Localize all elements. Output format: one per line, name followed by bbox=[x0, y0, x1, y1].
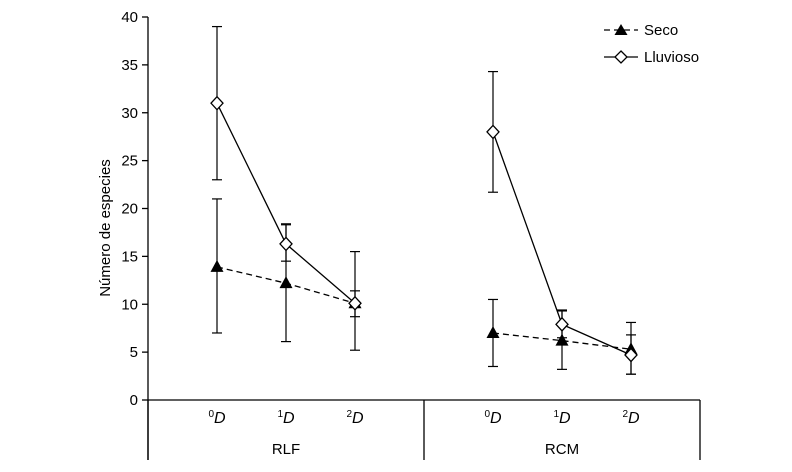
series-line-seco bbox=[492, 332, 632, 350]
x-axis-groups: RLF RCM bbox=[272, 441, 579, 458]
data-point-seco bbox=[210, 259, 224, 272]
x-category-label: 0D bbox=[484, 409, 502, 427]
y-axis-ticks: 0 5 10 15 20 25 30 35 40 bbox=[121, 9, 148, 409]
data-point-seco bbox=[486, 325, 500, 338]
series-layer bbox=[210, 25, 638, 375]
y-tick-label: 10 bbox=[121, 296, 138, 313]
data-point-lluvioso bbox=[486, 124, 500, 140]
data-point-lluvioso bbox=[555, 316, 569, 332]
x-category-label: 2D bbox=[622, 409, 640, 427]
legend-seco-marker-icon bbox=[614, 24, 628, 35]
legend-item-lluvioso: Lluvioso bbox=[604, 49, 699, 66]
x-category-label: 1D bbox=[553, 409, 571, 427]
legend: Seco Lluvioso bbox=[604, 22, 699, 66]
y-tick-label: 0 bbox=[130, 392, 138, 409]
data-point-lluvioso bbox=[624, 347, 638, 363]
x-category-label: 1D bbox=[277, 409, 295, 427]
x-group-label: RLF bbox=[272, 441, 300, 458]
data-point-lluvioso bbox=[210, 95, 224, 111]
y-tick-label: 40 bbox=[121, 9, 138, 26]
legend-seco-label: Seco bbox=[644, 22, 678, 39]
y-tick-label: 30 bbox=[121, 105, 138, 122]
x-group-label: RCM bbox=[545, 441, 579, 458]
y-tick-label: 25 bbox=[121, 153, 138, 170]
x-category-label: 0D bbox=[208, 409, 226, 427]
axes bbox=[147, 17, 701, 460]
data-point-seco bbox=[555, 333, 569, 346]
y-axis-label: Número de especies bbox=[97, 159, 114, 297]
legend-lluvioso-label: Lluvioso bbox=[644, 49, 699, 66]
y-tick-label: 15 bbox=[121, 248, 138, 265]
data-point-lluvioso bbox=[279, 236, 293, 252]
data-point-lluvioso bbox=[348, 295, 362, 311]
y-tick-label: 20 bbox=[121, 201, 138, 218]
y-tick-label: 35 bbox=[121, 57, 138, 74]
legend-item-seco: Seco bbox=[604, 22, 678, 39]
legend-lluvioso-marker-icon bbox=[614, 50, 628, 64]
x-category-label: 2D bbox=[346, 409, 364, 427]
y-tick-label: 5 bbox=[130, 344, 138, 361]
data-point-seco bbox=[279, 276, 293, 289]
x-axis-categories: 0D 1D 2D 0D 1D 2D bbox=[208, 409, 640, 427]
